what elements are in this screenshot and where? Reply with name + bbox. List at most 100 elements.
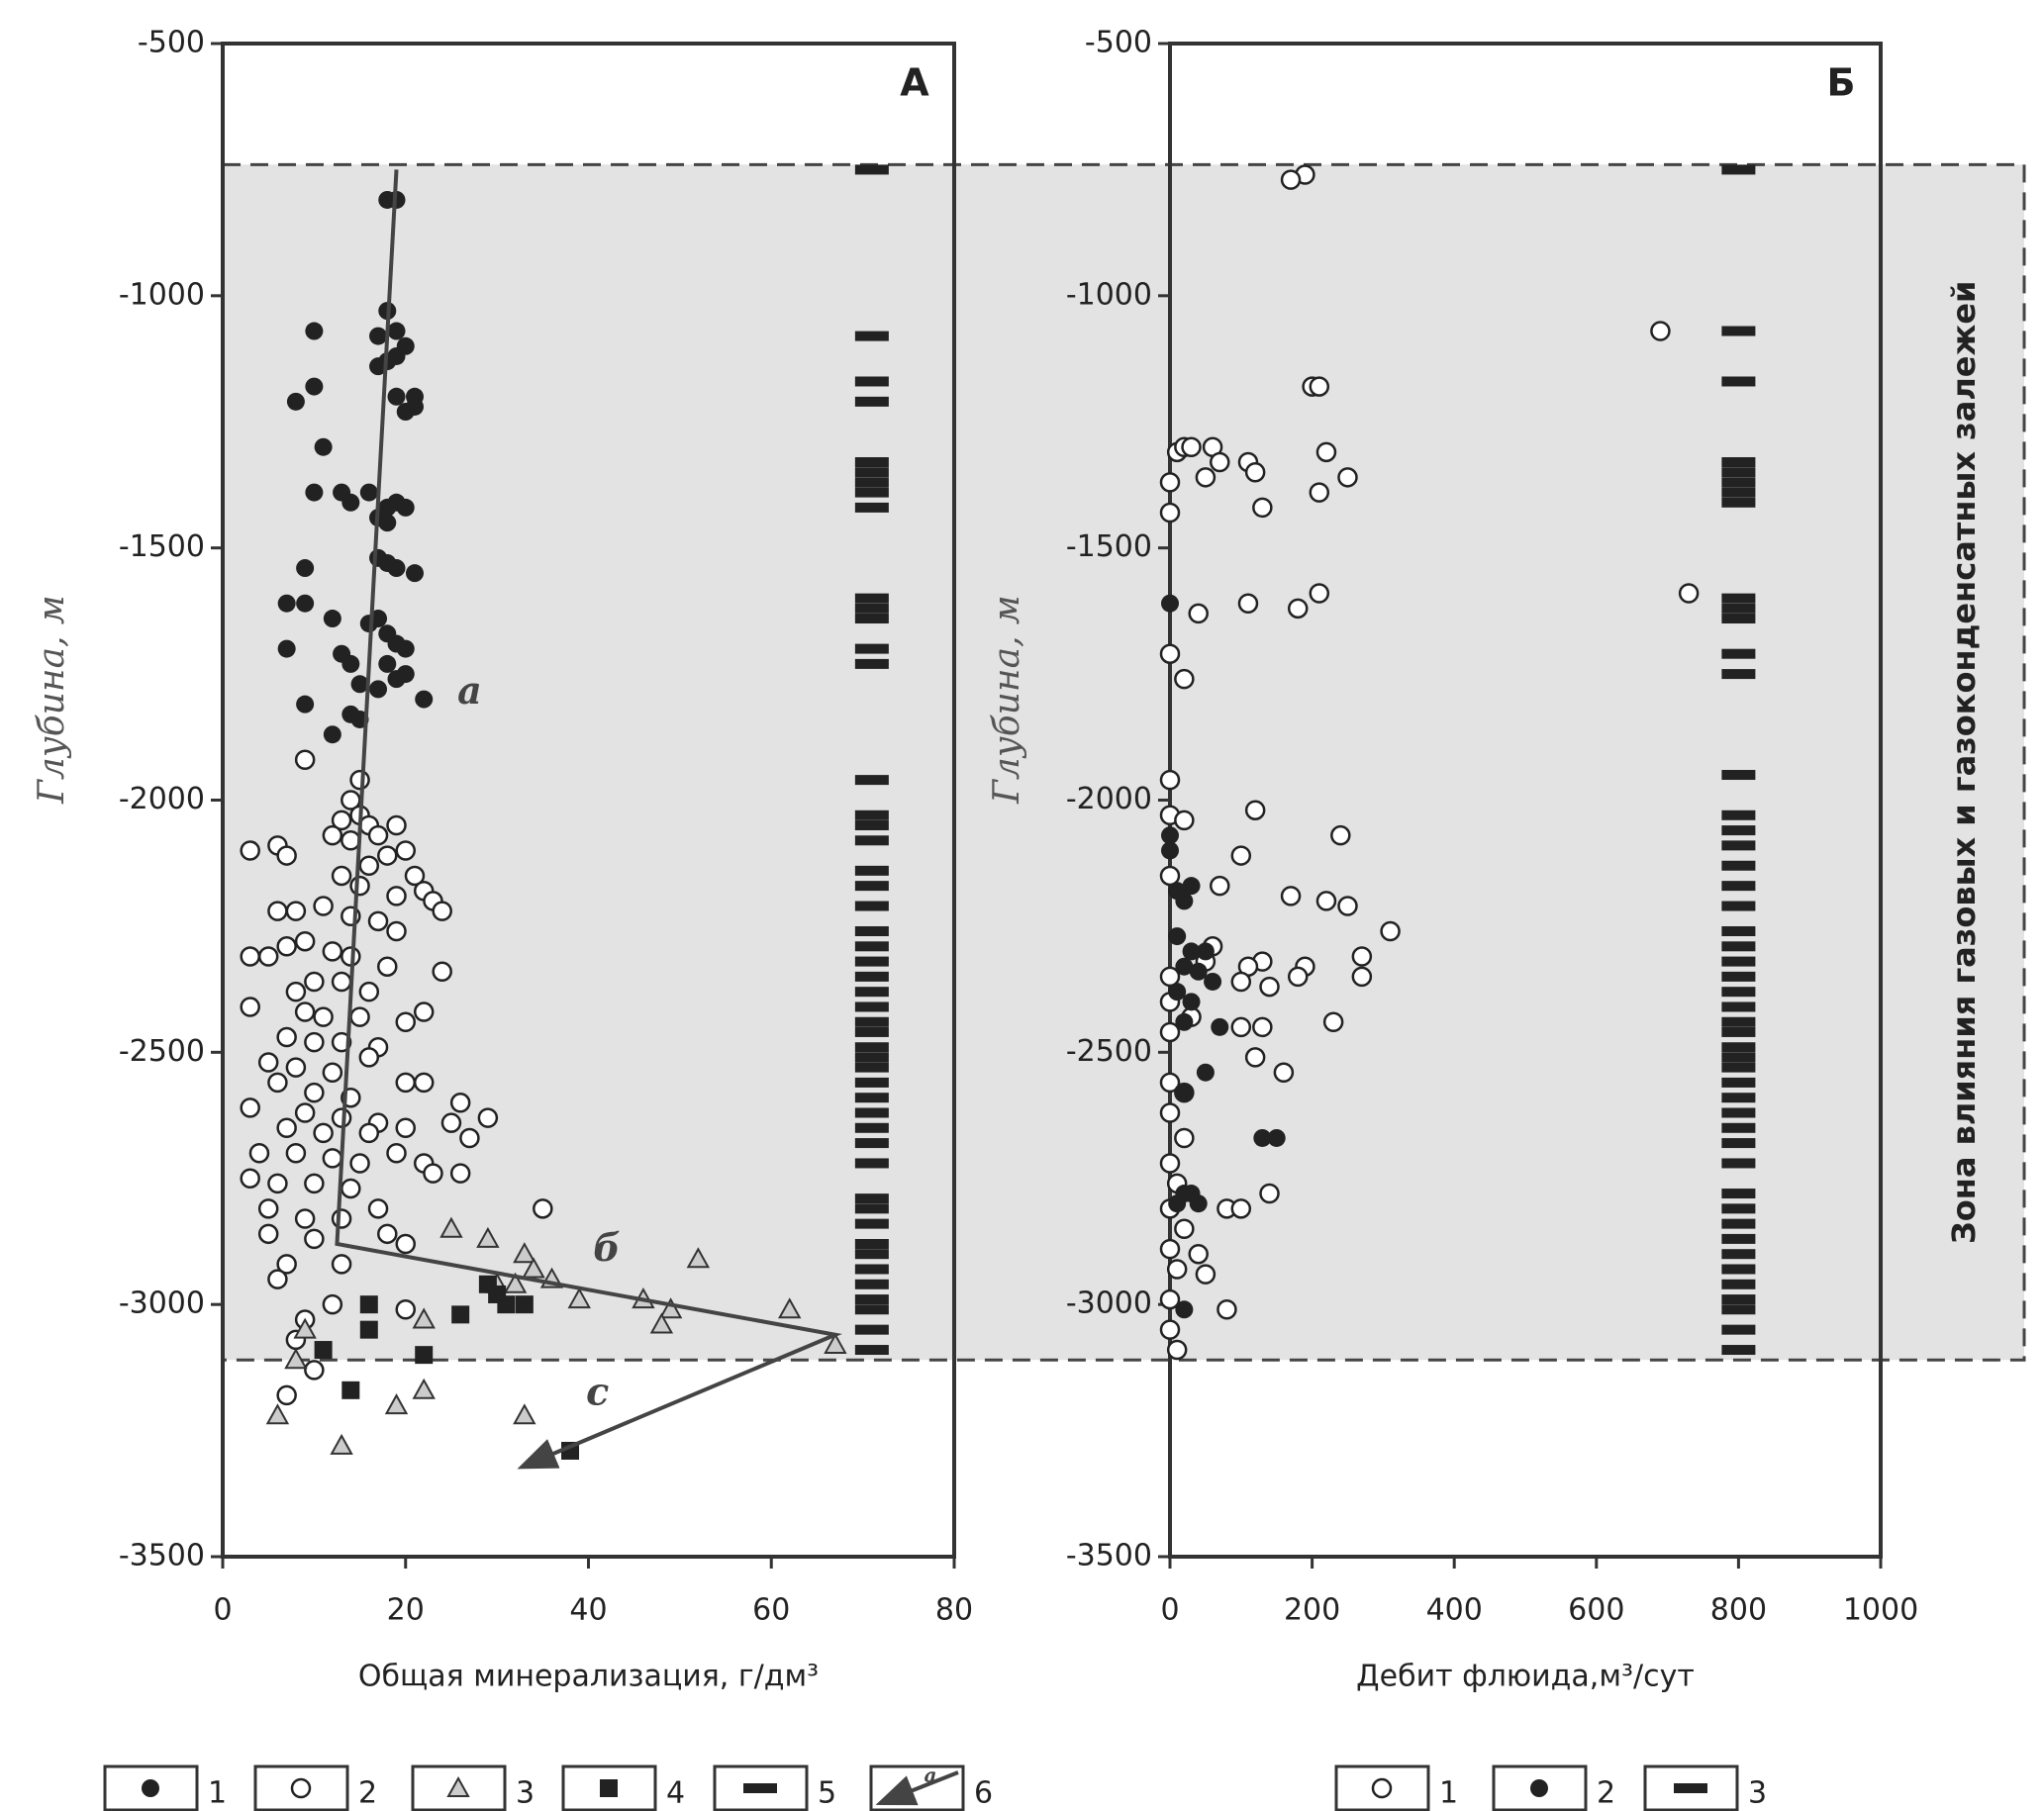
point	[396, 639, 415, 658]
point	[305, 377, 324, 396]
dash	[854, 865, 889, 876]
x-tick-label: 200	[1284, 1593, 1340, 1628]
dash	[854, 1264, 889, 1275]
point	[359, 483, 378, 502]
point	[1259, 1183, 1280, 1204]
point	[1315, 441, 1337, 463]
point	[415, 690, 434, 709]
dash	[1721, 164, 1756, 175]
point	[313, 1122, 334, 1144]
dash	[1721, 648, 1756, 659]
x-tick-label: 600	[1568, 1593, 1624, 1628]
legend-symbol	[142, 1779, 159, 1797]
point	[1287, 598, 1309, 620]
point	[1159, 769, 1181, 791]
dash	[1721, 1345, 1756, 1356]
x-tick-label: 1000	[1843, 1593, 1918, 1628]
point	[1189, 962, 1208, 981]
point	[1188, 603, 1209, 624]
dash	[1721, 1233, 1756, 1244]
point	[341, 654, 360, 673]
point	[1188, 1243, 1209, 1265]
annotation: с	[586, 1369, 609, 1413]
point	[304, 1031, 325, 1053]
point	[423, 1163, 443, 1184]
dash	[854, 164, 889, 175]
point	[330, 1433, 353, 1455]
legend-label: 4	[666, 1776, 685, 1811]
legend-label: 1	[1439, 1776, 1458, 1811]
point	[1174, 1218, 1195, 1239]
point	[533, 1198, 553, 1219]
dash	[1721, 477, 1756, 488]
legend-label: 5	[818, 1776, 836, 1811]
point	[432, 961, 452, 983]
legend-symbol	[600, 1779, 618, 1797]
point	[1309, 583, 1330, 604]
point	[296, 559, 315, 578]
point	[1168, 927, 1187, 946]
dash	[1721, 1264, 1756, 1275]
dash	[854, 835, 889, 846]
point	[341, 1178, 361, 1199]
point	[386, 886, 407, 906]
dash	[1721, 1324, 1756, 1335]
point	[1159, 1021, 1181, 1043]
point	[1230, 1016, 1252, 1038]
point	[359, 1295, 378, 1314]
point	[331, 1107, 352, 1128]
point	[358, 1047, 380, 1068]
dash	[1721, 603, 1756, 614]
point	[1322, 1011, 1344, 1033]
point	[515, 1295, 534, 1314]
legend-symbol	[875, 1770, 959, 1806]
point	[1159, 1102, 1181, 1123]
dash	[854, 477, 889, 488]
point	[1196, 942, 1215, 961]
dash	[854, 1122, 889, 1133]
dash	[854, 1304, 889, 1315]
dash	[854, 614, 889, 624]
point	[1175, 1300, 1194, 1319]
dash	[1721, 1279, 1756, 1289]
y-tick-label: -1500	[1066, 529, 1152, 564]
point	[1182, 942, 1201, 961]
legend-symbol-label: а	[925, 1763, 937, 1787]
x-tick-label: 60	[752, 1593, 790, 1628]
dash	[1721, 1052, 1756, 1063]
point	[257, 1223, 279, 1245]
point	[513, 1242, 536, 1264]
dash	[1721, 1304, 1756, 1315]
y-tick-label: -1000	[119, 277, 205, 312]
point	[314, 437, 333, 456]
point	[649, 1312, 674, 1334]
point	[331, 971, 352, 993]
point	[1175, 1012, 1194, 1031]
dash	[1721, 901, 1756, 911]
point	[1237, 593, 1259, 614]
point	[331, 1254, 352, 1275]
dash	[1721, 614, 1756, 624]
point	[1210, 451, 1230, 473]
point	[322, 941, 343, 962]
dash	[854, 1239, 889, 1250]
dash	[1721, 971, 1756, 982]
point	[1315, 891, 1337, 911]
dash	[854, 1062, 889, 1073]
y-tick-label: -3000	[1066, 1287, 1152, 1321]
trend-line	[335, 169, 842, 1470]
point	[658, 1297, 683, 1319]
point	[1252, 1016, 1273, 1038]
point	[1159, 1072, 1181, 1094]
y-tick-label: -2500	[119, 1034, 205, 1069]
legend-symbol	[1371, 1777, 1393, 1799]
dash	[854, 603, 889, 614]
point	[286, 392, 305, 411]
point	[395, 1011, 416, 1033]
point	[369, 680, 388, 699]
dash	[854, 1138, 889, 1149]
dash	[1721, 467, 1756, 478]
point	[413, 1001, 435, 1022]
dash	[854, 1345, 889, 1356]
point	[405, 397, 424, 416]
